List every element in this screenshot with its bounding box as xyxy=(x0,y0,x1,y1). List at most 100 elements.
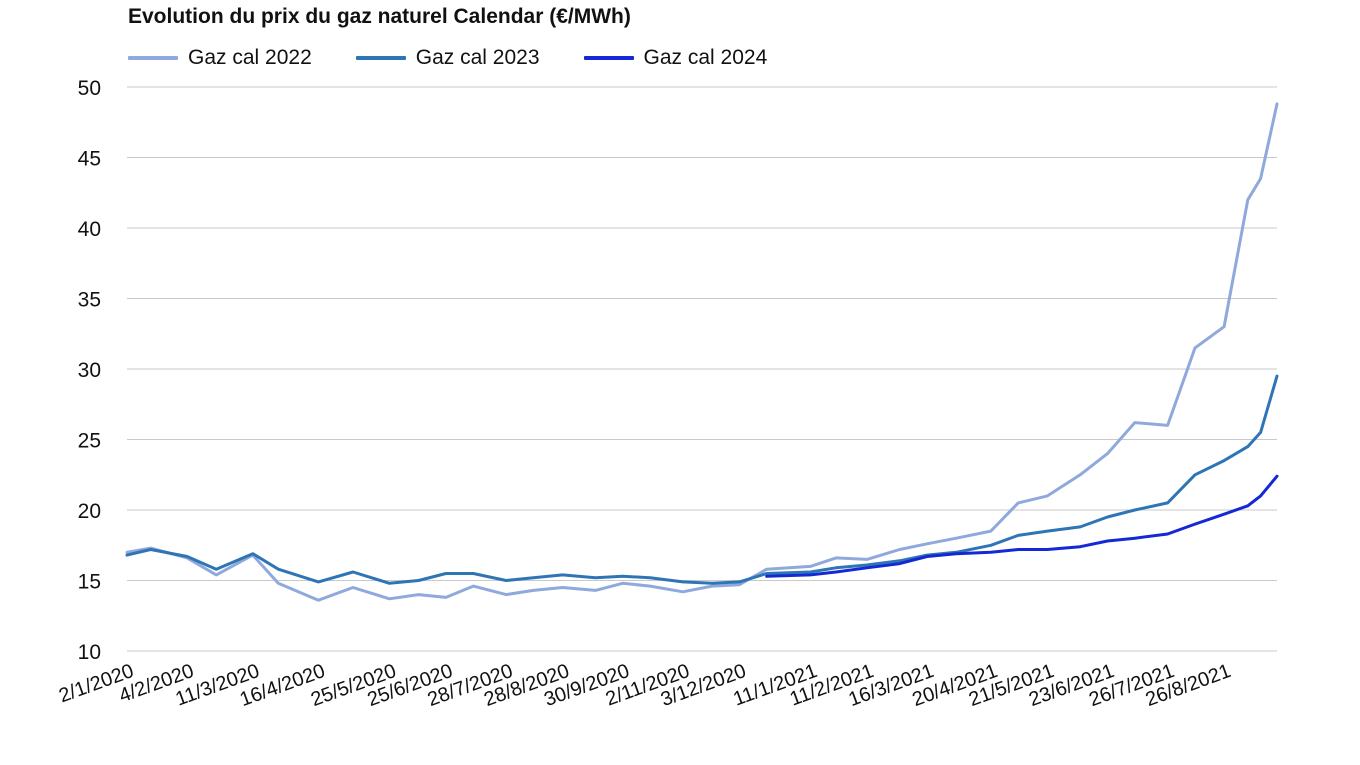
data-point-s2-36 xyxy=(1222,513,1226,516)
data-point-s1-36 xyxy=(1222,459,1226,462)
data-point-s1-20 xyxy=(738,580,741,584)
data-point-s1-8 xyxy=(388,582,391,585)
data-point-s0-5 xyxy=(277,582,280,585)
data-point-s1-6 xyxy=(317,580,320,584)
data-point-s0-10 xyxy=(444,596,448,599)
data-point-s2-33 xyxy=(1133,537,1137,540)
data-point-s0-33 xyxy=(1133,421,1137,424)
legend-swatch-gaz-cal-2023 xyxy=(355,56,406,60)
data-point-s0-21 xyxy=(765,568,768,571)
data-point-s0-11 xyxy=(472,584,475,588)
data-point-s1-22 xyxy=(809,570,812,574)
data-point-s1-4 xyxy=(251,552,254,555)
data-point-s2-26 xyxy=(925,555,929,558)
data-point-s0-20 xyxy=(738,583,741,586)
data-point-s1-28 xyxy=(989,544,993,547)
series-line-1 xyxy=(125,374,1279,585)
data-point-s2-28 xyxy=(989,551,993,554)
y-tick-label-10: 10 xyxy=(78,641,101,664)
data-point-s0-39 xyxy=(1275,102,1279,106)
data-point-s1-18 xyxy=(681,580,685,584)
data-point-s0-18 xyxy=(681,590,685,593)
data-point-s0-15 xyxy=(594,589,597,592)
data-point-s2-38 xyxy=(1259,494,1262,498)
chart-title: Evolution du prix du gaz naturel Calenda… xyxy=(128,5,631,28)
data-point-s0-9 xyxy=(417,593,420,596)
legend-swatch-gaz-cal-2024 xyxy=(583,56,634,60)
data-point-s0-13 xyxy=(532,589,535,592)
data-point-s1-25 xyxy=(898,559,901,562)
data-point-s1-0 xyxy=(125,553,129,557)
series-gaz-cal-2024 xyxy=(765,474,1279,578)
data-point-s1-35 xyxy=(1193,473,1197,476)
data-point-s2-22 xyxy=(809,573,812,577)
data-point-s2-30 xyxy=(1046,548,1049,551)
data-point-s1-7 xyxy=(351,570,355,574)
legend-swatch-gaz-cal-2022 xyxy=(128,56,178,60)
data-point-s0-6 xyxy=(317,599,320,602)
data-point-s0-14 xyxy=(561,586,564,589)
data-point-s1-11 xyxy=(472,572,475,575)
data-point-s1-39 xyxy=(1275,374,1279,378)
data-point-s1-23 xyxy=(834,566,838,570)
data-point-s0-24 xyxy=(865,558,869,561)
legend-label-gaz-cal-2024: Gaz cal 2024 xyxy=(643,46,768,69)
data-point-s0-12 xyxy=(504,593,508,596)
data-point-s1-3 xyxy=(215,568,218,571)
data-point-s1-37 xyxy=(1246,445,1250,448)
data-point-s0-3 xyxy=(215,573,218,577)
data-point-s2-35 xyxy=(1193,522,1197,526)
data-point-s2-21 xyxy=(765,575,768,578)
data-point-s1-31 xyxy=(1078,525,1082,529)
y-tick-label-40: 40 xyxy=(78,218,101,241)
data-point-s0-34 xyxy=(1166,424,1169,427)
data-point-s0-17 xyxy=(648,584,652,588)
data-point-s0-16 xyxy=(621,582,624,585)
data-point-s0-36 xyxy=(1222,325,1226,328)
y-tick-label-25: 25 xyxy=(78,430,101,453)
data-point-s0-19 xyxy=(710,584,714,588)
data-point-s0-23 xyxy=(834,556,838,560)
y-tick-label-30: 30 xyxy=(78,359,101,382)
data-point-s2-29 xyxy=(1017,548,1020,551)
series-gaz-cal-2022 xyxy=(125,102,1279,602)
data-point-s0-31 xyxy=(1078,473,1082,476)
series-gaz-cal-2023 xyxy=(125,374,1279,585)
data-point-s0-28 xyxy=(989,529,993,533)
data-point-s1-32 xyxy=(1106,515,1109,519)
data-point-s1-15 xyxy=(594,576,597,579)
data-point-s0-0 xyxy=(125,551,129,554)
data-point-s1-17 xyxy=(648,576,652,579)
data-point-s1-1 xyxy=(149,548,152,551)
y-tick-label-15: 15 xyxy=(78,571,101,594)
data-point-s1-10 xyxy=(444,572,448,575)
y-tick-label-50: 50 xyxy=(78,77,101,100)
legend-label-gaz-cal-2023: Gaz cal 2023 xyxy=(415,46,540,69)
data-point-s1-5 xyxy=(277,568,280,571)
data-point-s0-38 xyxy=(1259,177,1262,180)
data-point-s1-19 xyxy=(710,582,714,585)
data-point-s1-24 xyxy=(865,563,869,567)
data-point-s2-34 xyxy=(1166,532,1169,536)
data-point-s2-32 xyxy=(1106,539,1109,543)
data-point-s1-13 xyxy=(532,576,535,579)
y-tick-label-35: 35 xyxy=(78,289,101,312)
data-point-s0-7 xyxy=(351,586,355,589)
data-point-s2-23 xyxy=(834,570,838,574)
legend-item-gaz-cal-2024: Gaz cal 2024 xyxy=(583,46,768,70)
data-point-s0-22 xyxy=(809,565,812,568)
series-line-0 xyxy=(125,102,1279,602)
data-point-s2-27 xyxy=(955,552,958,555)
data-point-s2-24 xyxy=(865,566,869,570)
data-point-s0-26 xyxy=(925,542,929,546)
y-tick-label-20: 20 xyxy=(78,500,101,523)
data-point-s2-39 xyxy=(1275,474,1279,478)
data-point-s2-31 xyxy=(1078,545,1082,548)
data-point-s1-16 xyxy=(621,575,624,578)
data-point-s0-29 xyxy=(1017,501,1020,505)
data-point-s1-14 xyxy=(561,573,564,577)
data-point-s1-38 xyxy=(1259,431,1262,434)
data-point-s1-29 xyxy=(1017,534,1020,537)
data-point-s0-35 xyxy=(1193,346,1197,350)
